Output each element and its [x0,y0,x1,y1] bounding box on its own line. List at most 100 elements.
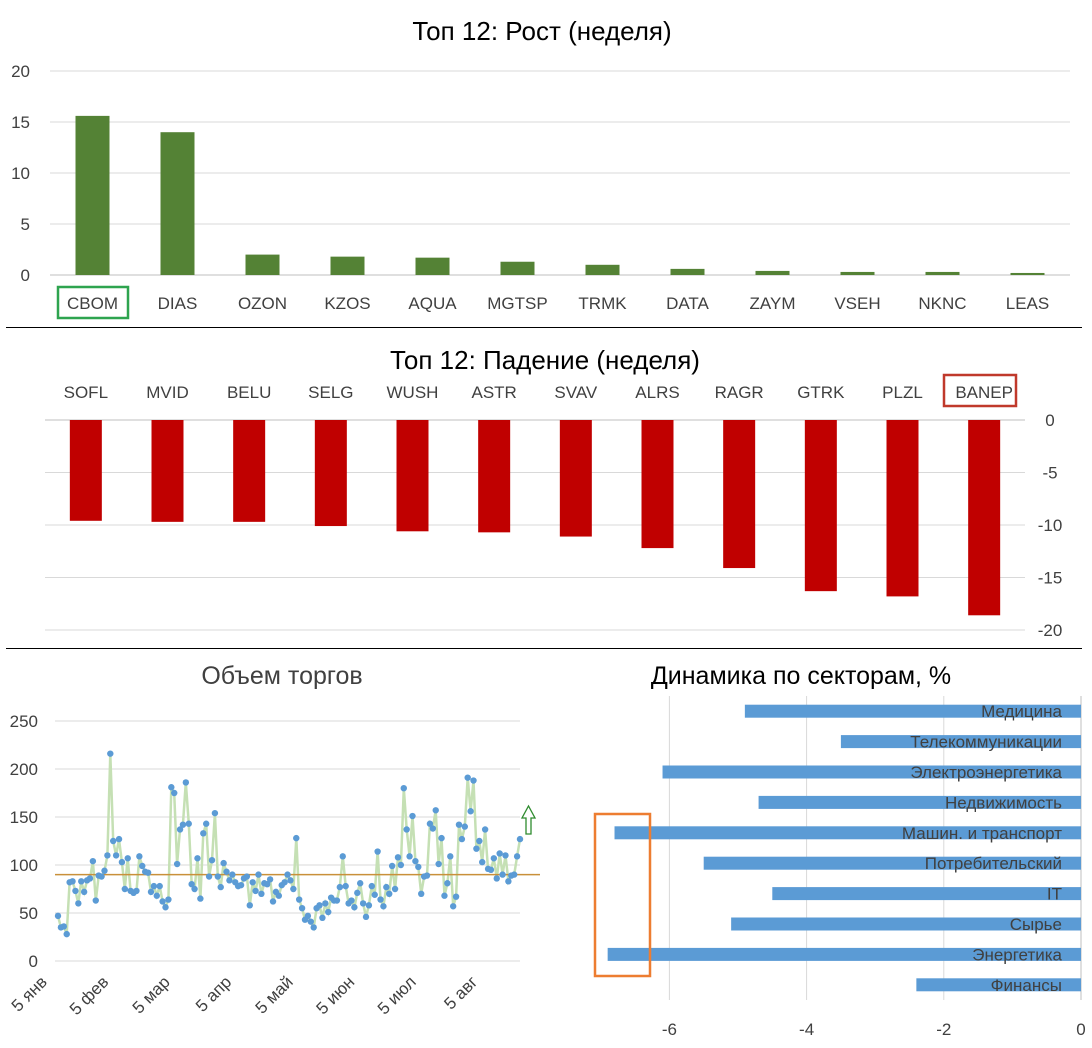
volume-point [383,883,390,891]
volume-point [322,900,329,907]
volume-point [182,779,190,786]
sector-label: Телекоммуникации [910,733,1062,752]
volume-point [319,914,326,921]
x-tick-label: NKNC [918,294,966,313]
volume-point [168,784,175,791]
volume-point [418,890,425,897]
volume-point [362,913,370,921]
sector-bar [703,856,1081,870]
volume-point [258,890,265,897]
volume-point [115,835,123,843]
volume-point [264,881,271,888]
volume-point [185,820,192,827]
volume-point [447,853,454,860]
x-tick-label: 5 авг [440,972,481,1013]
sector-label: Сырье [1010,915,1062,934]
sector-bar [607,947,1081,961]
x-tick-label: MVID [146,383,189,402]
volume-point [490,855,498,862]
volume-point [397,861,405,869]
loss-bar [233,420,266,522]
y-tick-label: -15 [1038,569,1063,588]
volume-point [513,853,521,860]
loss-bar [723,420,756,569]
x-tick-label: GTRK [797,383,845,402]
volume-point [444,880,451,887]
volume-point [200,830,207,837]
volume-point [220,859,227,867]
gain-bar [585,264,620,275]
volume-point [92,897,99,904]
volume-point [429,825,437,832]
x-tick-label: TRMK [578,294,627,313]
x-tick-label: OZON [238,294,287,313]
volume-point [406,853,413,860]
sector-label: IT [1047,885,1062,904]
x-tick-label: 5 апр [192,972,235,1015]
volume-point [290,885,297,893]
x-tick-label: 5 янв [8,972,51,1015]
y-tick-label: -10 [1038,516,1063,535]
volume-point [252,887,259,895]
volume-point [339,853,346,860]
x-tick-label: SVAV [554,383,597,402]
volume-point [371,891,378,898]
volume-point [316,902,323,909]
gain-bar [500,261,535,275]
x-tick-label: 0 [1076,1020,1085,1039]
volume-point [510,871,518,878]
volume-point [380,903,387,910]
x-tick-label: WUSH [387,383,439,402]
gain-bar [415,257,450,275]
volume-point [176,826,184,833]
volume-point [304,912,312,920]
volume-point [72,887,79,895]
y-tick-label: 10 [11,164,30,183]
volume-point [159,898,166,905]
x-tick-label: CBOM [67,294,118,313]
gain-bar [755,270,790,275]
sector-bar [840,735,1081,749]
volume-point [202,820,210,827]
volume-point [423,872,431,879]
x-tick-label: PLZL [882,383,923,402]
volume-point [438,834,445,842]
gain-bar [160,132,195,275]
volume-point [470,777,477,784]
x-tick-label: ZAYM [750,294,796,313]
volume-point [156,882,163,890]
x-tick-label: KZOS [324,294,370,313]
loss-bar [886,420,919,597]
x-tick-label: 5 июл [374,972,420,1018]
loss-bar [151,420,184,522]
y-tick-label: -20 [1038,621,1063,640]
volume-point [496,850,503,857]
sector-label: Недвижимость [945,793,1062,812]
volume-point [124,855,131,862]
x-tick-label: MGTSP [487,294,547,313]
sector-label: Финансы [991,976,1062,995]
volume-point [449,903,457,910]
volume-point [246,902,253,909]
sector-label: Электроэнергетика [910,763,1062,782]
volume-point [89,857,97,865]
gain-bar [840,271,875,275]
sector-bar [744,704,1081,718]
volume-point [388,862,396,870]
loss-chart-title: Топ 12: Падение (неделя) [390,345,700,375]
sector-label: Потребительский [925,854,1062,873]
trend-up-arrow-icon [520,804,537,835]
volume-point [325,908,332,916]
y-tick-label: 0 [21,266,30,285]
volume-point [223,868,230,875]
volume-point [243,873,251,880]
loss-bar [804,420,837,592]
volume-point [356,880,364,887]
volume-point [179,821,187,828]
loss-bar [396,420,429,532]
volume-point [98,873,105,880]
volume-point [281,879,288,886]
gain-chart-title: Топ 12: Рост (неделя) [412,16,671,46]
x-tick-label: BANEP [955,383,1013,402]
volume-point [464,774,471,781]
